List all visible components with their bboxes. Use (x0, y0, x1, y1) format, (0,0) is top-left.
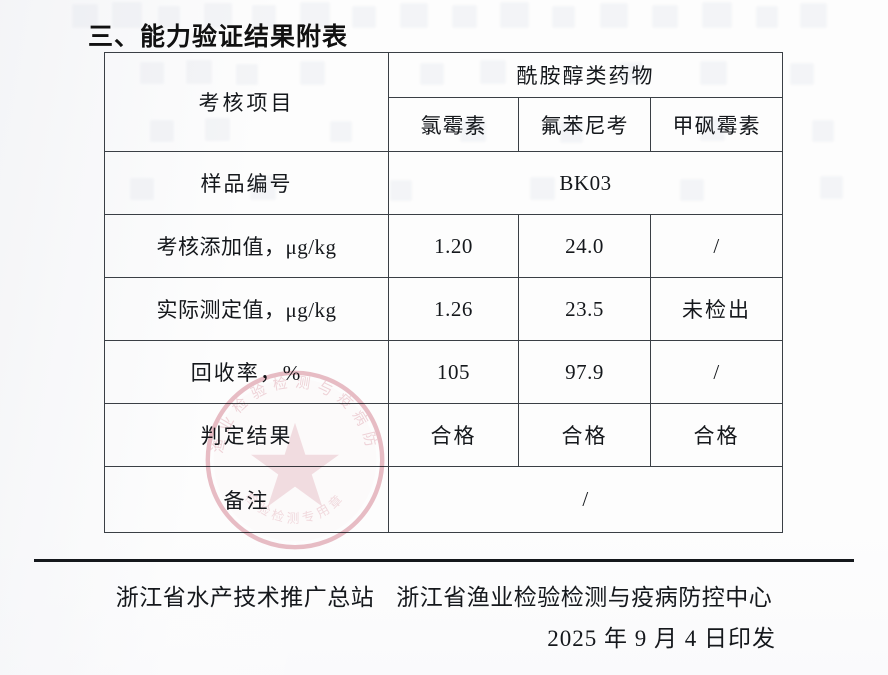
row-value-recovery-1: 105 (388, 340, 519, 404)
table-row: 备注 / (104, 466, 784, 533)
row-label-recovery: 回收率，% (104, 340, 389, 404)
row-value-verdict-3: 合格 (649, 403, 784, 467)
row-label-sample-id: 样品编号 (104, 151, 389, 215)
row-value-measured-1: 1.26 (388, 277, 519, 341)
header-analyte-3: 甲砜霉素 (649, 97, 784, 152)
row-value-spiked-1: 1.20 (388, 214, 519, 278)
header-analyte-1: 氯霉素 (388, 97, 519, 152)
row-value-measured-3: 未检出 (649, 277, 784, 341)
row-label-measured-value: 实际测定值，μg/kg (104, 277, 389, 341)
header-analyte-group: 酰胺醇类药物 (387, 52, 784, 98)
footer-organizations: 浙江省水产技术推广总站 浙江省渔业检验检测与疫病防控中心 (0, 578, 888, 612)
table-header-row-group: 考核项目 酰胺醇类药物 (104, 52, 784, 152)
footer-org-1: 浙江省水产技术推广总站 (115, 585, 375, 610)
row-value-verdict-1: 合格 (388, 403, 519, 467)
row-value-sample-id: BK03 (387, 151, 784, 215)
row-value-recovery-2: 97.9 (518, 340, 651, 404)
row-label-verdict: 判定结果 (104, 403, 389, 467)
table-header-row-analytes: 氯霉素 氟苯尼考 甲砜霉素 (105, 97, 784, 152)
row-value-spiked-3: / (649, 214, 784, 278)
section-title: 三、能力验证结果附表 (88, 22, 349, 51)
row-value-recovery-3: / (649, 340, 784, 404)
table-row: 回收率，% 105 97.9 / (104, 340, 784, 404)
row-label-spiked-value: 考核添加值，μg/kg (104, 214, 389, 278)
footer-org-2: 浙江省渔业检验检测与疫病防控中心 (396, 585, 773, 610)
table-row: 判定结果 合格 合格 合格 (104, 403, 784, 467)
row-value-spiked-2: 24.0 (518, 214, 651, 278)
row-value-measured-2: 23.5 (518, 277, 651, 341)
footer-divider-rule (34, 559, 854, 562)
header-item-column: 考核项目 (104, 52, 389, 152)
row-label-remarks: 备注 (104, 466, 389, 533)
row-value-remarks: / (387, 466, 784, 533)
table-row: 样品编号 BK03 (104, 151, 784, 215)
table-row: 考核添加值，μg/kg 1.20 24.0 / (104, 214, 784, 278)
header-analyte-2: 氟苯尼考 (518, 97, 651, 152)
table-row: 实际测定值，μg/kg 1.26 23.5 未检出 (104, 277, 784, 341)
footer-issue-date: 2025 年 9 月 4 日印发 (547, 626, 776, 651)
row-value-verdict-2: 合格 (518, 403, 651, 467)
results-table-container: 考核项目 酰胺醇类药物 氯霉素 氟苯尼考 甲砜霉素 样品编号 BK03 考核添加… (104, 52, 784, 533)
proficiency-results-table: 考核项目 酰胺醇类药物 氯霉素 氟苯尼考 甲砜霉素 样品编号 BK03 考核添加… (104, 52, 784, 533)
